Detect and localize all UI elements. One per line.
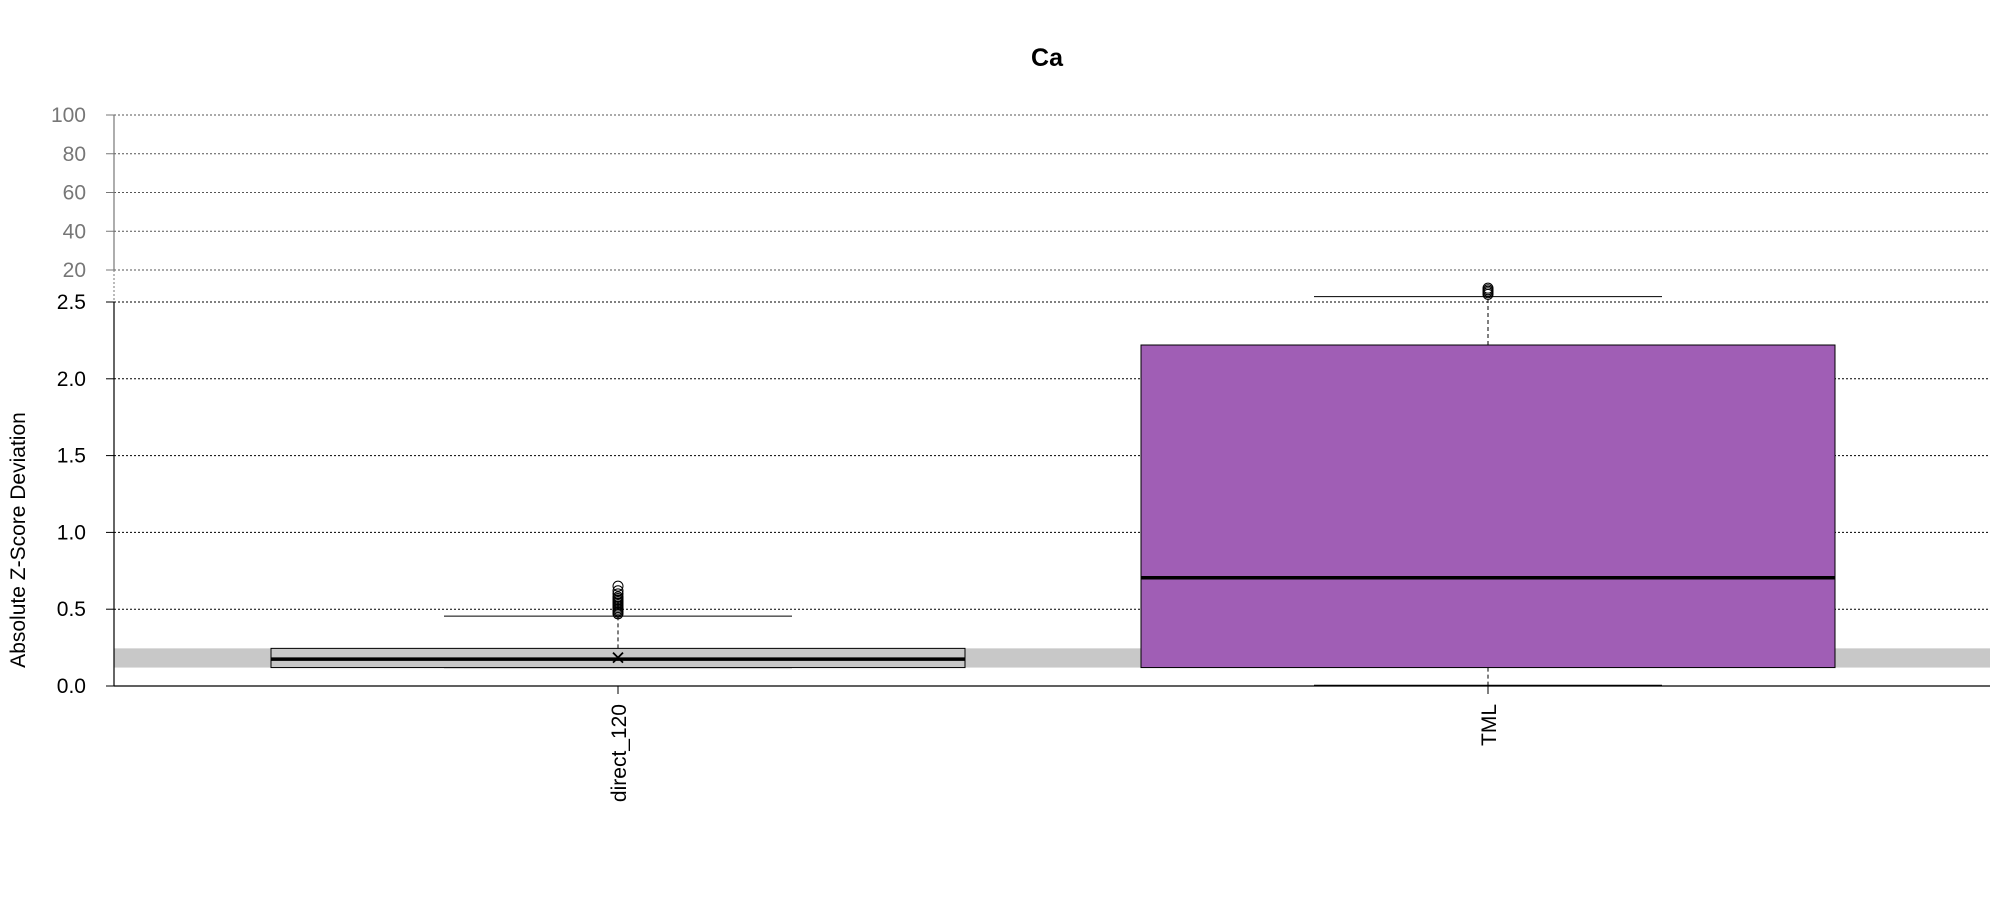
chart-title: Ca [1031,44,1064,72]
y-tick-label: 2.5 [57,291,86,314]
plot-area: 0.0 0.5 1.0 1.5 2.0 2.5 20 40 60 80 100 direct_120 T… [51,104,1990,802]
y-tick-label: 60 [63,182,86,205]
y-tick-label: 40 [63,220,86,243]
outlier-point-direct-120 [612,588,624,600]
y-tick-label: 2.0 [57,368,86,391]
y-tick-label: 0.0 [57,675,86,698]
y-tick-label: 100 [51,104,86,127]
y-tick-label: 1.5 [57,445,86,468]
mean-marker-direct-120 [612,651,624,664]
y-tick-label: 80 [63,143,86,166]
outlier-point-direct-120 [612,585,624,597]
category-label-tml: TML [1478,704,1501,746]
box-tml [1140,344,1836,669]
outlier-point-tml [1482,282,1494,294]
outlier-point-direct-120 [612,580,624,592]
y-tick-label: 0.5 [57,598,86,621]
y-tick-label: 1.0 [57,521,86,544]
category-label-direct-120: direct_120 [608,704,631,802]
outlier-point-direct-120 [612,591,624,603]
y-axis-label: Absolute Z-Score Deviation [7,412,30,668]
y-tick-label: 20 [63,259,86,282]
